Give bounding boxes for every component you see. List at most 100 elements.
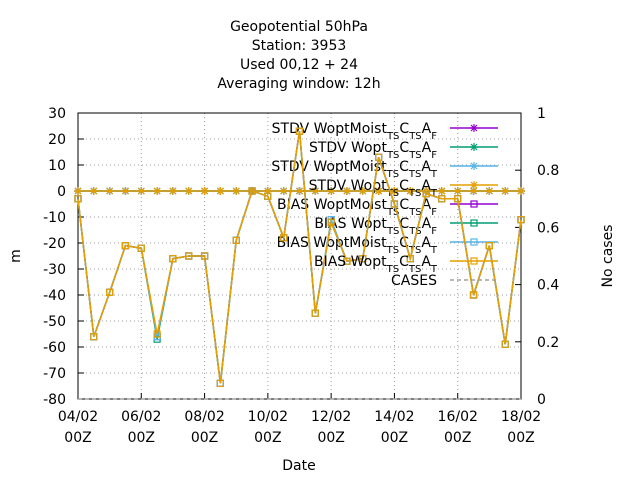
marker [517,216,525,224]
marker [438,195,446,203]
marker [200,187,209,195]
y2-axis-label: No cases [600,225,616,288]
marker [153,330,161,338]
legend-label-part: CASES [391,273,437,289]
marker [74,187,82,195]
marker [106,288,114,296]
legend-label: STDV WoptMoistTSCTSAT [271,159,438,180]
marker [485,187,494,195]
chart-title: Used 00,12 + 24 [240,57,358,73]
marker [454,195,462,203]
legend-label-part: TS [408,169,421,180]
legend-label: BIAS WoptMoistTSCTSAT [277,235,438,256]
legend-label-part: BIAS Wopt [314,254,387,270]
marker [501,340,509,348]
legend-label-part: F [431,207,437,218]
marker [375,153,383,161]
x-tick-label: 00Z [128,430,155,446]
x-axis-label: Date [282,458,315,474]
legend-label-part: A [421,254,431,270]
legend-label-part: TS [408,226,421,237]
marker [153,187,162,195]
legend-label-part: C [399,216,409,232]
y-tick-label: -60 [43,340,66,356]
x-tick-label: 00Z [191,430,218,446]
legend-label-part: C [399,197,409,213]
legend-label-part: TS [386,169,399,180]
legend-label-part: BIAS WoptMoist [277,235,387,251]
y2-tick-label: 0.4 [537,278,559,294]
legend-label-part: C [399,178,409,194]
marker [470,143,478,151]
legend-label-part: STDV WoptMoist [271,159,387,175]
marker [248,187,256,195]
legend-label-part: T [430,188,438,199]
x-tick-label: 00Z [381,430,408,446]
legend-label-part: T [430,264,438,275]
marker [437,187,446,195]
marker [216,187,225,195]
marker [485,242,493,250]
chart-title: Station: 3953 [252,38,347,54]
y2-tick-label: 0.8 [537,163,559,179]
x-tick-label: 00Z [64,430,91,446]
legend-label-part: STDV WoptMoist [272,121,388,137]
x-tick-label: 00Z [444,430,471,446]
marker [264,192,272,200]
marker [470,124,478,132]
legend-label-part: TS [386,226,399,237]
marker [327,187,336,195]
x-tick-label: 16/02 [438,409,478,425]
legend-label: STDV WoptTSCTSAT [309,178,438,199]
marker [169,255,177,263]
legend-label-part: C [399,121,409,137]
marker [121,187,130,195]
marker [422,190,430,198]
series [74,127,525,387]
legend-label-part: TS [386,150,399,161]
legend-label-part: A [421,159,431,175]
y-axis-label: m [8,249,24,263]
series-line [77,131,522,384]
legend-label-part: A [422,121,432,137]
y2-tick-label: 0.6 [537,220,559,236]
marker [311,309,319,317]
legend-label-part: A [421,235,431,251]
y-tick-label: 30 [48,106,66,122]
marker [89,187,98,195]
marker [342,187,351,195]
x-tick-label: 00Z [317,430,344,446]
marker [358,187,367,195]
legend-label-part: A [422,197,432,213]
legend-label-part: TS [386,245,399,256]
marker [105,187,114,195]
marker [232,236,240,244]
marker [501,187,510,195]
legend-label-part: T [430,169,438,180]
legend-label-part: BIAS WoptMoist [277,197,387,213]
legend-label-part: TS [408,188,421,199]
legend-label-part: A [421,178,431,194]
y-tick-label: 10 [48,158,66,174]
legend-label-part: STDV Wopt [309,178,387,194]
x-tick-label: 14/02 [374,409,414,425]
y-tick-label: -10 [43,210,66,226]
legend-label-part: TS [408,207,421,218]
marker [453,187,462,195]
marker [470,219,478,227]
marker [517,187,525,195]
legend-label: BIAS WoptMoistTSCTSAF [277,197,437,218]
y-tick-label: -70 [43,366,66,382]
legend-label-part: BIAS Wopt [314,216,387,232]
marker [74,195,82,203]
legend-label-part: A [422,140,432,156]
series [74,187,525,195]
y-tick-label: 0 [57,184,66,200]
marker [390,200,399,208]
legend-label-part: TS [408,264,421,275]
marker [469,291,478,299]
chart-title: Geopotential 50hPa [230,19,368,35]
x-tick-label: 06/02 [121,409,161,425]
